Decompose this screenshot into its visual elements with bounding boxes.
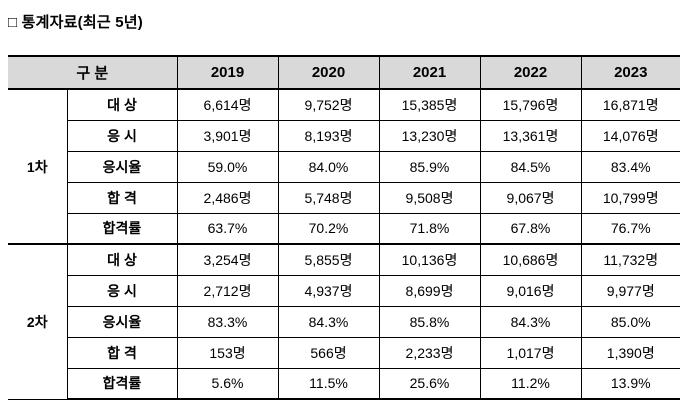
section-label-round2: 2차	[8, 243, 68, 400]
value-cell: 1,390명	[580, 336, 680, 369]
value-cell: 15,796명	[479, 88, 582, 121]
row-label: 응시율	[66, 305, 178, 338]
value-cell: 9,067명	[479, 181, 582, 214]
value-cell: 9,752명	[277, 88, 380, 121]
value-cell: 4,937명	[277, 274, 380, 307]
header-year-2021: 2021	[378, 55, 481, 90]
value-cell: 5,855명	[277, 243, 380, 276]
header-year-2023: 2023	[580, 55, 680, 90]
row-label: 합격률	[66, 212, 178, 245]
row-label: 응 시	[66, 119, 178, 152]
table-row: 합 격 153명 566명 2,233명 1,017명 1,390명	[8, 336, 680, 369]
value-cell: 70.2%	[277, 212, 380, 245]
value-cell: 2,712명	[176, 274, 279, 307]
value-cell: 83.3%	[176, 305, 279, 338]
table-row: 응 시 3,901명 8,193명 13,230명 13,361명 14,076…	[8, 119, 680, 152]
value-cell: 566명	[277, 336, 380, 369]
value-cell: 59.0%	[176, 150, 279, 183]
value-cell: 14,076명	[580, 119, 680, 152]
value-cell: 76.7%	[580, 212, 680, 245]
value-cell: 10,799명	[580, 181, 680, 214]
value-cell: 84.5%	[479, 150, 582, 183]
value-cell: 9,016명	[479, 274, 582, 307]
value-cell: 85.8%	[378, 305, 481, 338]
value-cell: 9,977명	[580, 274, 680, 307]
value-cell: 15,385명	[378, 88, 481, 121]
value-cell: 1,017명	[479, 336, 582, 369]
statistics-table: 구 분 2019 2020 2021 2022 2023 1차 대 상 6,61…	[8, 55, 680, 400]
value-cell: 153명	[176, 336, 279, 369]
row-label: 합격률	[66, 367, 178, 400]
section-label-round1: 1차	[8, 88, 68, 245]
value-cell: 2,233명	[378, 336, 481, 369]
value-cell: 85.9%	[378, 150, 481, 183]
header-year-2022: 2022	[479, 55, 582, 90]
table-row: 응 시 2,712명 4,937명 8,699명 9,016명 9,977명	[8, 274, 680, 307]
table-header-row: 구 분 2019 2020 2021 2022 2023	[8, 55, 680, 90]
value-cell: 8,193명	[277, 119, 380, 152]
value-cell: 3,254명	[176, 243, 279, 276]
value-cell: 85.0%	[580, 305, 680, 338]
document-page: □ 통계자료(최근 5년) 구 분 2019 2020 2021 2022 20…	[8, 14, 680, 400]
value-cell: 63.7%	[176, 212, 279, 245]
table-row: 응시율 83.3% 84.3% 85.8% 84.3% 85.0%	[8, 305, 680, 338]
header-year-2020: 2020	[277, 55, 380, 90]
value-cell: 16,871명	[580, 88, 680, 121]
value-cell: 11.5%	[277, 367, 380, 400]
value-cell: 13,361명	[479, 119, 582, 152]
table-row: 합 격 2,486명 5,748명 9,508명 9,067명 10,799명	[8, 181, 680, 214]
table-row: 합격률 5.6% 11.5% 25.6% 11.2% 13.9%	[8, 367, 680, 400]
value-cell: 5.6%	[176, 367, 279, 400]
value-cell: 83.4%	[580, 150, 680, 183]
row-label: 합 격	[66, 336, 178, 369]
value-cell: 3,901명	[176, 119, 279, 152]
value-cell: 84.0%	[277, 150, 380, 183]
value-cell: 84.3%	[277, 305, 380, 338]
row-label: 대 상	[66, 88, 178, 121]
value-cell: 10,686명	[479, 243, 582, 276]
value-cell: 84.3%	[479, 305, 582, 338]
value-cell: 13,230명	[378, 119, 481, 152]
header-year-2019: 2019	[176, 55, 279, 90]
value-cell: 13.9%	[580, 367, 680, 400]
row-label: 합 격	[66, 181, 178, 214]
row-label: 대 상	[66, 243, 178, 276]
value-cell: 25.6%	[378, 367, 481, 400]
value-cell: 8,699명	[378, 274, 481, 307]
value-cell: 6,614명	[176, 88, 279, 121]
header-category: 구 분	[8, 55, 178, 90]
value-cell: 71.8%	[378, 212, 481, 245]
value-cell: 11.2%	[479, 367, 582, 400]
value-cell: 67.8%	[479, 212, 582, 245]
value-cell: 5,748명	[277, 181, 380, 214]
table-row: 합격률 63.7% 70.2% 71.8% 67.8% 76.7%	[8, 212, 680, 245]
value-cell: 10,136명	[378, 243, 481, 276]
table-row: 2차 대 상 3,254명 5,855명 10,136명 10,686명 11,…	[8, 243, 680, 400]
row-label: 응 시	[66, 274, 178, 307]
table-row: 응시율 59.0% 84.0% 85.9% 84.5% 83.4%	[8, 150, 680, 183]
value-cell: 9,508명	[378, 181, 481, 214]
page-title: □ 통계자료(최근 5년)	[8, 14, 143, 31]
value-cell: 11,732명	[580, 243, 680, 276]
value-cell: 2,486명	[176, 181, 279, 214]
table-row: 1차 대 상 6,614명 9,752명 15,385명 15,796명 16,…	[8, 88, 680, 245]
row-label: 응시율	[66, 150, 178, 183]
